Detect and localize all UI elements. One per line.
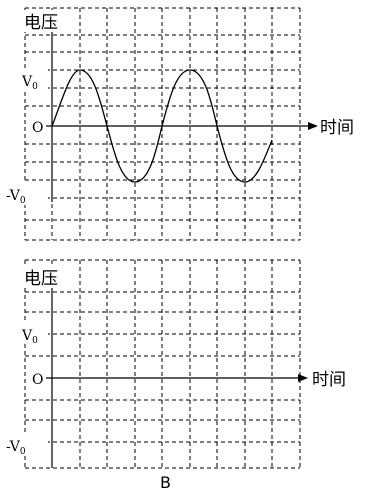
bottom-y-label-bg (23, 266, 59, 288)
top-neg-label-bg (4, 183, 48, 205)
bottom-x-arrow-icon (298, 374, 308, 382)
bottom-x-axis-label: 时间 (312, 370, 346, 390)
figure-caption: B (160, 473, 171, 492)
top-x-label-bg (318, 114, 364, 138)
top-pos-label-bg (20, 68, 48, 90)
top-origin-label: O (32, 120, 43, 136)
bottom-x-label-bg (310, 366, 364, 390)
top-pos-label: V0 (21, 74, 38, 92)
bottom-panel: 电压 V0 O -V0 时间 (4, 259, 364, 469)
top-x-arrow-icon (308, 122, 318, 130)
top-panel: 电压 V0 O -V0 时间 (4, 7, 364, 241)
bottom-neg-label: -V0 (6, 439, 26, 457)
top-origin-bg (30, 116, 46, 136)
bottom-neg-label-bg (4, 434, 48, 456)
bottom-pos-label-bg (20, 322, 48, 344)
top-sine-wave (51, 69, 273, 183)
bottom-origin-label: O (32, 372, 43, 388)
top-y-axis-label: 电压 (24, 13, 58, 33)
top-x-axis-label: 时间 (320, 118, 354, 138)
top-y-label-bg (23, 10, 59, 32)
bottom-pos-label: V0 (21, 328, 38, 346)
bottom-grid (24, 259, 301, 469)
top-neg-label: -V0 (6, 188, 26, 206)
bottom-y-axis-label: 电压 (24, 269, 58, 289)
bottom-origin-bg (30, 368, 46, 388)
